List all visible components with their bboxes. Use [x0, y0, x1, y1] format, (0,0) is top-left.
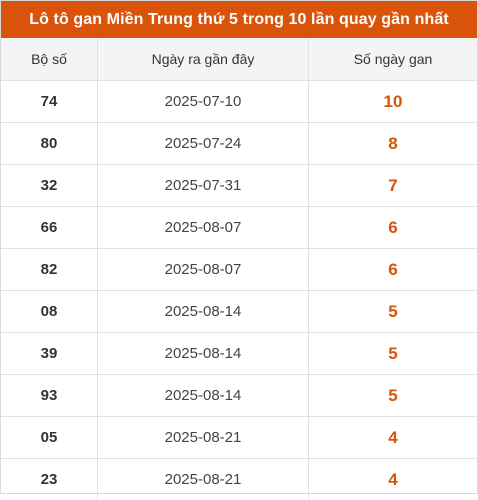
table-row: 39 2025-08-14 5 [1, 333, 477, 375]
days-cell: 4 [388, 469, 398, 489]
days-cell: 10 [383, 91, 403, 111]
date-cell: 2025-08-07 [98, 207, 309, 248]
number-cell: 23 [1, 459, 98, 500]
date-cell: 2025-07-24 [98, 123, 309, 164]
table-header-row: Bộ số Ngày ra gần đây Số ngày gan [1, 38, 477, 81]
number-cell: 39 [1, 333, 98, 374]
days-cell: 7 [388, 175, 398, 195]
table-row: 23 2025-08-21 4 [1, 459, 477, 500]
days-cell: 5 [388, 301, 398, 321]
column-header-date: Ngày ra gần đây [98, 38, 309, 80]
table-row: 93 2025-08-14 5 [1, 375, 477, 417]
number-cell: 93 [1, 375, 98, 416]
date-cell: 2025-08-14 [98, 375, 309, 416]
table-row: 05 2025-08-21 4 [1, 417, 477, 459]
days-cell: 5 [388, 385, 398, 405]
table-row: 74 2025-07-10 10 [1, 81, 477, 123]
days-cell: 6 [388, 217, 398, 237]
table-row: 82 2025-08-07 6 [1, 249, 477, 291]
number-cell: 08 [1, 291, 98, 332]
number-cell: 66 [1, 207, 98, 248]
table-body: 74 2025-07-10 10 80 2025-07-24 8 32 2025… [1, 81, 477, 500]
date-cell: 2025-07-10 [98, 81, 309, 122]
number-cell: 80 [1, 123, 98, 164]
number-cell: 82 [1, 249, 98, 290]
number-cell: 05 [1, 417, 98, 458]
number-cell: 74 [1, 81, 98, 122]
number-cell: 32 [1, 165, 98, 206]
table-row: 32 2025-07-31 7 [1, 165, 477, 207]
days-cell: 6 [388, 259, 398, 279]
table-title: Lô tô gan Miền Trung thứ 5 trong 10 lần … [1, 1, 477, 38]
table-row: 66 2025-08-07 6 [1, 207, 477, 249]
table-row: 08 2025-08-14 5 [1, 291, 477, 333]
date-cell: 2025-08-14 [98, 333, 309, 374]
days-cell: 4 [388, 427, 398, 447]
days-cell: 8 [388, 133, 398, 153]
date-cell: 2025-08-14 [98, 291, 309, 332]
date-cell: 2025-07-31 [98, 165, 309, 206]
date-cell: 2025-08-07 [98, 249, 309, 290]
column-header-number: Bộ số [1, 38, 98, 80]
date-cell: 2025-08-21 [98, 417, 309, 458]
date-cell: 2025-08-21 [98, 459, 309, 500]
days-cell: 5 [388, 343, 398, 363]
column-header-days: Số ngày gan [353, 51, 433, 67]
table-row: 80 2025-07-24 8 [1, 123, 477, 165]
